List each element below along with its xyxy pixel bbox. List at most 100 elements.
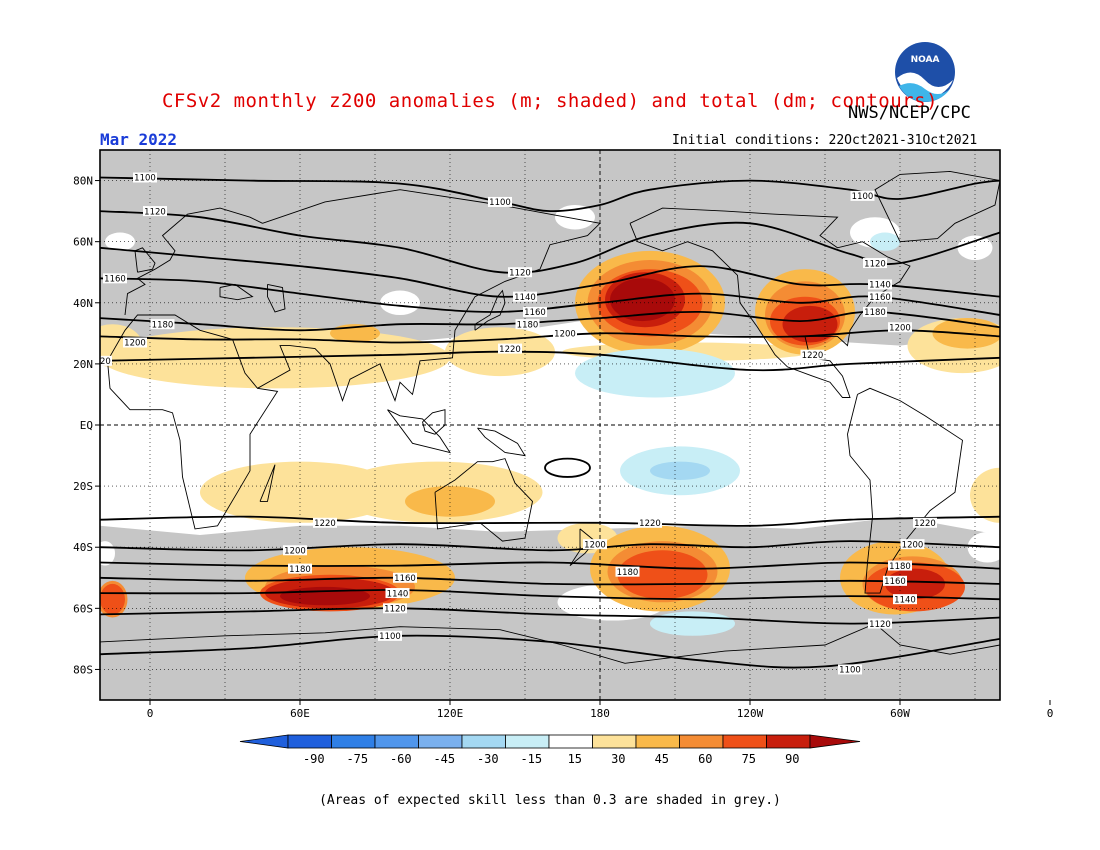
lat-tick-label: 80N xyxy=(73,175,93,188)
colorbar-swatch xyxy=(287,734,332,749)
lon-tick-label: 120E xyxy=(437,707,464,720)
contour-label: 1200 xyxy=(284,546,306,556)
contour-label: 1180 xyxy=(617,568,639,578)
contour-label-bg xyxy=(638,517,662,528)
contour-label-bg xyxy=(103,273,127,284)
contour-label: 1100 xyxy=(134,174,156,184)
greenland-coastline xyxy=(874,170,1000,243)
colorbar-label: -15 xyxy=(520,752,542,766)
indonesia-coastline xyxy=(387,409,452,454)
contour-label: 1200 xyxy=(554,330,576,340)
lat-tick-label: 60S xyxy=(73,602,93,615)
latitude-axis: 80N 60N 40N 20N EQ 20S 40S 60S 80S xyxy=(73,175,100,676)
contour-label-bg xyxy=(143,206,167,217)
contour-label: 1100 xyxy=(379,632,401,642)
map-area: 1100 1100 1100 1120 1120 1120 1140 1140 1160 1160… xyxy=(89,150,1000,700)
colorbar-swatch xyxy=(461,734,506,749)
contour-label: 1180 xyxy=(289,565,311,575)
contour-label-bg xyxy=(893,594,917,605)
contour-label: 1220 xyxy=(314,519,336,529)
longitude-axis: 0 60E 120E 180 120W 60W 0 xyxy=(147,700,1054,720)
lon-tick-label: 60E xyxy=(290,707,310,720)
contour-label-bg xyxy=(553,328,577,339)
contour-label-bg xyxy=(838,664,862,675)
contour-label: 1140 xyxy=(387,589,409,599)
anomaly-region xyxy=(610,278,675,322)
skill-gap xyxy=(957,235,993,260)
colorbar-above-arrow xyxy=(809,734,861,749)
anomaly-region xyxy=(782,305,838,343)
contour-label-bg xyxy=(900,539,925,550)
contour-label-bg xyxy=(850,190,875,201)
contour-label-bg xyxy=(393,572,417,583)
lon-tick-label: 0 xyxy=(147,707,154,720)
colorbar-label: 90 xyxy=(785,752,799,766)
contour-label: 1220 xyxy=(802,351,824,361)
contour-label: 1120 xyxy=(864,259,886,269)
colorbar-swatch xyxy=(766,734,811,749)
contour-label-bg xyxy=(800,349,825,360)
contour-label: 1100 xyxy=(489,198,511,208)
anomaly-region xyxy=(575,348,735,398)
contour-label-bg xyxy=(385,588,410,599)
contour-line xyxy=(100,210,1000,274)
contour-line xyxy=(100,634,1000,669)
contour-label: 1220 xyxy=(89,357,111,367)
contour-label-bg xyxy=(508,267,532,278)
contour-line xyxy=(100,589,1000,601)
lat-tick-label: 40N xyxy=(73,297,93,310)
colorbar-label: 75 xyxy=(742,752,756,766)
contour-labels: 1100 1100 1100 1120 1120 1120 1140 1140 1160 1160… xyxy=(89,172,937,676)
lon-tick-label: 180 xyxy=(590,707,610,720)
contour-label: 1180 xyxy=(889,562,911,572)
contour-line xyxy=(100,515,1000,527)
africa-coastline xyxy=(107,314,279,530)
contour-line xyxy=(100,246,1000,298)
lon-tick-label: 0 xyxy=(1047,707,1054,720)
contour-label-bg xyxy=(868,291,892,302)
contour-line xyxy=(100,176,1000,213)
contour-label-bg xyxy=(615,566,640,577)
contour-label-bg xyxy=(283,545,307,556)
colorbar-swatch xyxy=(679,734,724,749)
colorbar-swatch xyxy=(548,734,593,749)
antarctica-coastline xyxy=(100,623,1000,664)
organization-label: NWS/NCEP/CPC xyxy=(848,103,971,123)
contour-line xyxy=(100,310,1000,332)
contour-label: 1220 xyxy=(639,519,661,529)
lat-tick-label: 40S xyxy=(73,541,93,554)
contour-line xyxy=(100,350,1000,372)
contour-label: 1120 xyxy=(144,207,166,217)
contour-label: 1220 xyxy=(499,345,521,355)
anomaly-region xyxy=(405,486,495,517)
contour-label-bg xyxy=(288,563,312,574)
lon-tick-label: 60W xyxy=(890,707,910,720)
lat-tick-label: 20S xyxy=(73,480,93,493)
anomaly-region xyxy=(100,583,125,615)
colorbar-label: -90 xyxy=(303,752,325,766)
contour-label: 1160 xyxy=(524,308,546,318)
contour-label-bg xyxy=(150,319,175,330)
contour-label: 1160 xyxy=(394,574,416,584)
contour-label-bg xyxy=(123,337,147,348)
lat-tick-label: 80S xyxy=(73,663,93,676)
contour-label-bg xyxy=(863,306,887,317)
contour-label-bg xyxy=(383,603,407,614)
contour-label: 1160 xyxy=(884,577,906,587)
contour-label-bg xyxy=(378,630,402,641)
graticule xyxy=(100,150,1000,700)
colorbar-label: 60 xyxy=(698,752,712,766)
colorbar-label: 30 xyxy=(611,752,625,766)
contour-label: 1140 xyxy=(869,281,891,291)
noaa-logo: NOAA xyxy=(895,42,955,102)
contour-label-bg xyxy=(313,517,337,528)
contour-label-bg xyxy=(515,319,540,330)
japan-coastline xyxy=(474,289,506,331)
contour-line xyxy=(100,561,1000,570)
valid-month: Mar 2022 xyxy=(100,130,178,149)
colorbar-label: -45 xyxy=(433,752,455,766)
contour-line xyxy=(100,607,1000,625)
contour-label-bg xyxy=(883,575,907,586)
